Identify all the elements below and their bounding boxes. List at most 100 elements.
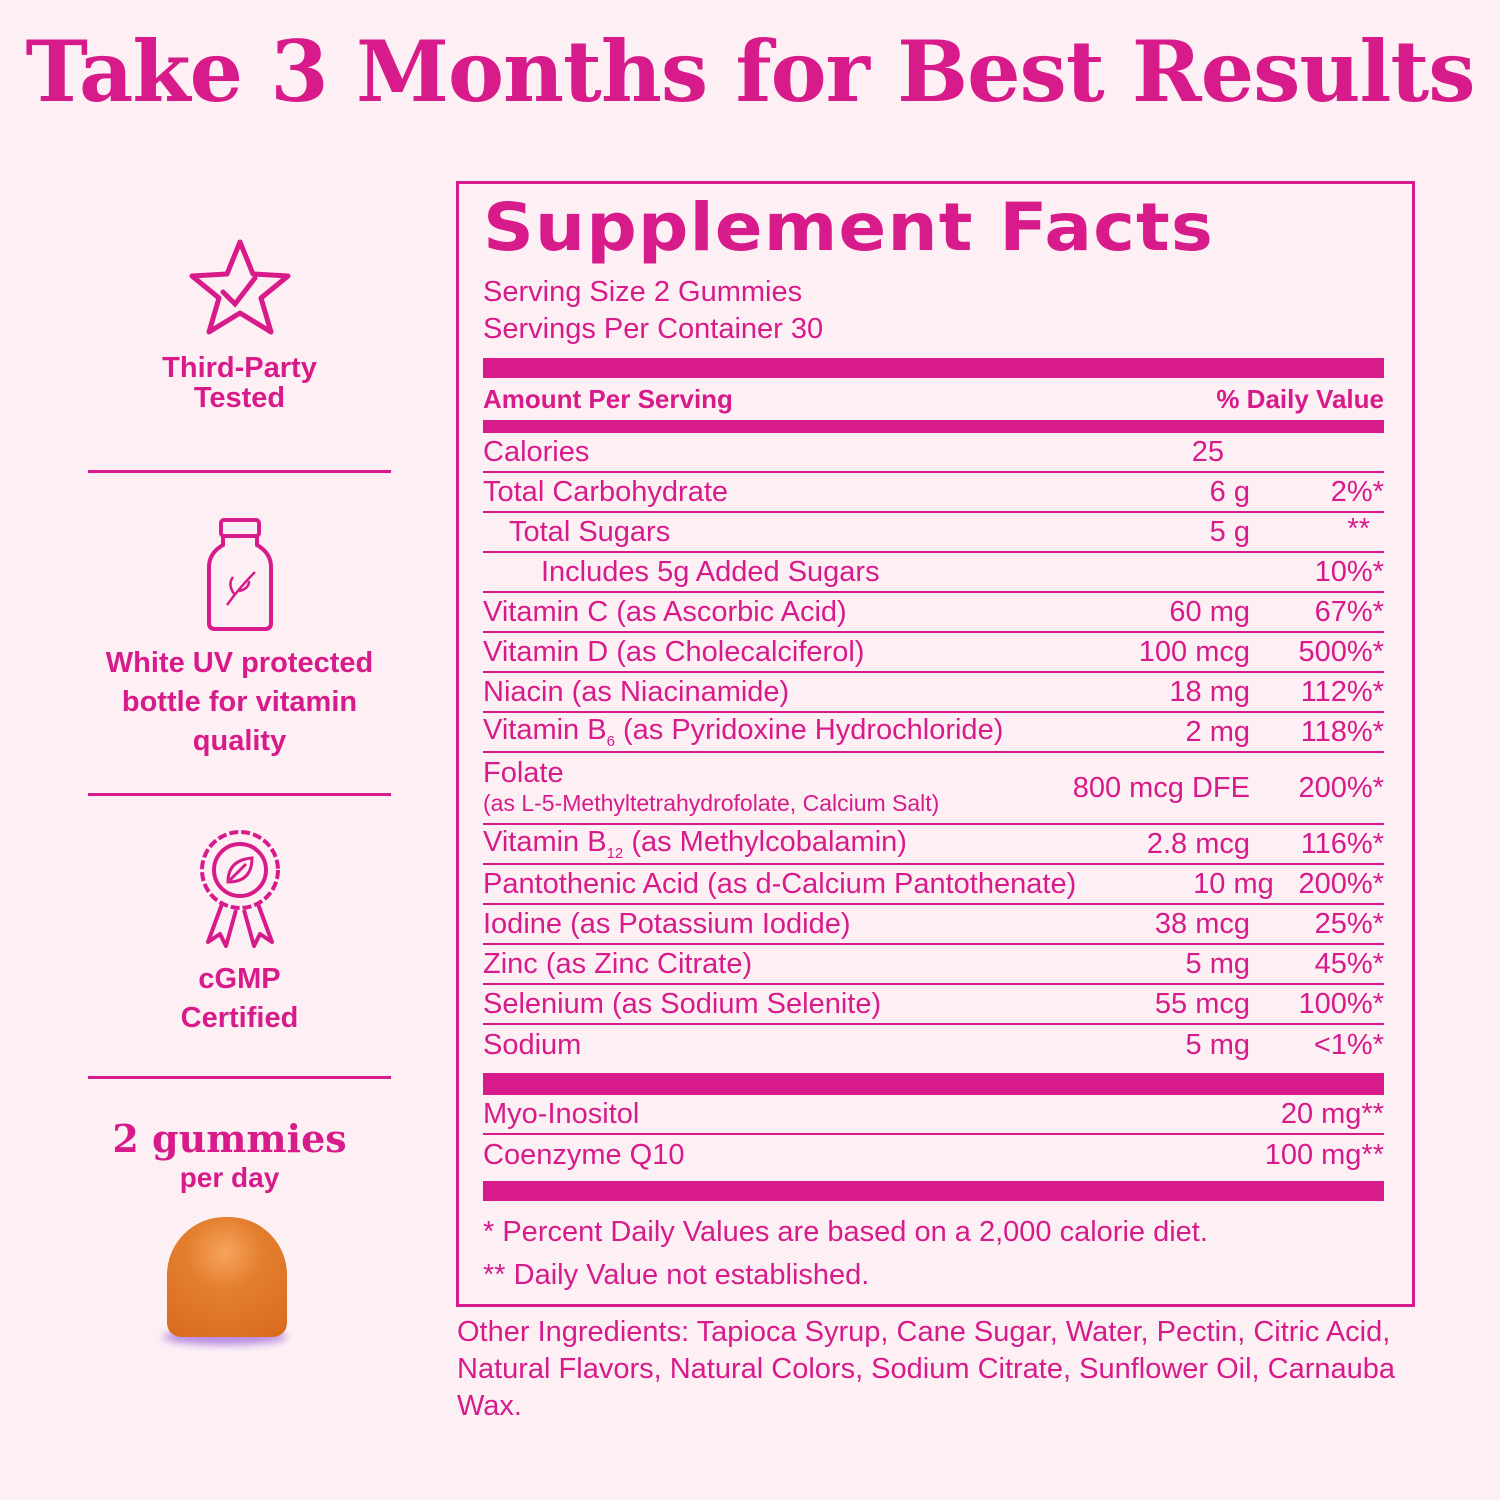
nutrient-name: Vitamin D (as Cholecalciferol) [483,635,865,668]
nutrient-amount: 100 mcg [1138,635,1250,668]
award-ribbon-icon [199,830,280,948]
nutrient-row: Includes 5g Added Sugars 10%* [483,553,1384,593]
nutrient-name: Vitamin B6 (as Pyridoxine Hydrochloride) [483,714,1004,750]
amount-per-serving-label: Amount Per Serving [483,383,733,414]
nutrient-daily-value: 10%* [1314,555,1384,588]
nutrient-row: Zinc (as Zinc Citrate) 5 mg 45%* [483,945,1384,985]
nutrient-daily-value: 45%* [1314,947,1384,980]
nutrient-amount: 2 mg [1185,715,1250,748]
nutrient-name: Iodine (as Potassium Iodide) [483,907,851,940]
feature-sidebar: Third-Party Tested White UV protected bo… [88,230,391,1347]
nutrient-name: Total Sugars [509,515,671,548]
nutrient-name: Sodium [483,1028,582,1061]
nutrient-daily-value: 25%* [1314,907,1384,940]
nutrient-daily-value: 2%* [1330,475,1384,508]
thick-divider [483,1181,1384,1201]
nutrient-row: Total Carbohydrate 6 g 2%* [483,473,1384,513]
feature-cgmp: cGMP Certified [88,796,391,1076]
feature-label: White UV protected bottle for vitamin qu… [105,647,374,757]
nutrient-row: Vitamin B12 (as Methylcobalamin) 2.8 mcg 1… [483,825,1384,865]
nutrient-name: Pantothenic Acid (as d-Calcium Pantothen… [483,867,1077,900]
nutrient-name: Calories [483,435,590,468]
nutrient-note: (as L-5-Methyltetrahydrofolate, Calcium … [483,790,940,816]
nutrient-name: Vitamin B12 (as Methylcobalamin) [483,826,907,862]
footnote-not-established: ** Daily Value not established. [483,1259,870,1291]
feature-bottle: White UV protected bottle for vitamin qu… [88,473,391,793]
nutrient-daily-value: 200%* [1298,771,1384,804]
nutrient-daily-value: 100%* [1298,987,1384,1020]
nutrient-name: Coenzyme Q10 [483,1138,685,1171]
nutrient-daily-value: 500%* [1298,635,1384,668]
divider [88,1076,391,1079]
nutrient-amount: 2.8 mcg [1146,827,1250,860]
divider [88,793,391,796]
other-ingredients: Other Ingredients: Tapioca Syrup, Cane S… [457,1316,1396,1422]
subscript: 12 [606,844,624,862]
nutrient-name-rest: (as Methylcobalamin) [623,826,907,859]
gummy-image [153,1217,293,1347]
nutrient-amount: 20 mg** [1280,1097,1384,1130]
nutrient-name: Vitamin C (as Ascorbic Acid) [483,595,847,628]
nutrient-daily-value: 112%* [1300,675,1384,708]
nutrient-name: Niacin (as Niacinamide) [483,675,790,708]
nutrient-row: Niacin (as Niacinamide) 18 mg 112%* [483,673,1384,713]
thick-divider [483,1073,1384,1095]
nutrient-name: Folate (as L-5-Methyltetrahydrofolate, Ca… [483,758,1010,818]
other-nutrient-row: Myo-Inositol 20 mg** [483,1095,1384,1135]
nutrient-row: Iodine (as Potassium Iodide) 38 mcg 25%* [483,905,1384,945]
servings-per-container: Servings Per Container 30 [483,313,824,345]
feature-label: cGMP Certified [180,963,299,1034]
supplement-facts-panel: Supplement Facts Serving Size 2 Gummies … [456,181,1415,1307]
nutrient-amount: 10 mg [1193,867,1274,900]
nutrient-row: Selenium (as Sodium Selenite) 55 mcg 100%* [483,985,1384,1025]
nutrient-name: Selenium (as Sodium Selenite) [483,987,882,1020]
facts-heading: Supplement Facts [483,189,1214,266]
nutrient-name: Myo-Inositol [483,1097,640,1130]
nutrient-amount: 100 mg** [1264,1138,1384,1171]
dose-frequency: per day [179,1162,280,1193]
nutrient-amount: 38 mcg [1154,907,1250,940]
nutrient-name: Total Carbohydrate [483,475,729,508]
nutrient-daily-value: <1%* [1313,1028,1384,1061]
dose-info: 2 gummies per day [88,1079,391,1347]
nutrient-name-main: Folate [483,757,564,789]
nutrient-row: Vitamin B6 (as Pyridoxine Hydrochloride)… [483,713,1384,753]
nutrient-daily-value: 116%* [1300,827,1384,860]
nutrient-row: Sodium 5 mg <1%* [483,1025,1384,1065]
nutrient-amount: 25 [1191,435,1224,468]
nutrient-daily-value: ** [1347,513,1370,545]
thick-divider [483,358,1384,378]
nutrient-amount: 5 mg [1185,947,1250,980]
nutrient-name-rest: (as Pyridoxine Hydrochloride) [614,714,1004,747]
divider [88,470,391,473]
daily-value-label: % Daily Value [1216,383,1384,414]
facts-header: Amount Per Serving % Daily Value [483,378,1384,420]
nutrient-daily-value: 118%* [1300,715,1384,748]
star-check-icon [189,239,290,335]
nutrient-amount: 18 mg [1169,675,1250,708]
footnote-dv: * Percent Daily Values are based on a 2,… [483,1216,1208,1248]
nutrient-amount: 5 mg [1185,1028,1250,1061]
nutrient-amount: 55 mcg [1154,987,1250,1020]
other-nutrient-row: Coenzyme Q10 100 mg** [483,1135,1384,1175]
nutrient-row: Vitamin D (as Cholecalciferol) 100 mcg 500… [483,633,1384,673]
nutrient-row: Total Sugars 5 g ** [483,513,1384,553]
bottle-icon [206,518,273,631]
feature-label: Third-Party Tested [162,352,317,414]
serving-size: Serving Size 2 Gummies [483,276,803,308]
dose-count: 2 gummies [112,1116,347,1161]
nutrient-row: Vitamin C (as Ascorbic Acid) 60 mg 67%* [483,593,1384,633]
page-title: Take 3 Months for Best Results [25,22,1475,121]
nutrient-row: Folate (as L-5-Methyltetrahydrofolate, Ca… [483,753,1384,825]
nutrient-amount: 6 g [1209,475,1250,508]
nutrient-daily-value: 67%* [1314,595,1384,628]
nutrient-amount: 60 mg [1169,595,1250,628]
nutrient-name: Zinc (as Zinc Citrate) [483,947,753,980]
nutrient-name: Includes 5g Added Sugars [541,555,880,588]
nutrient-amount: 5 g [1209,515,1250,548]
calories-row: Calories 25 [483,433,1384,473]
nutrient-amount: 800 mcg DFE [1072,771,1250,804]
medium-divider [483,420,1384,433]
nutrient-daily-value: 200%* [1298,867,1384,900]
nutrient-row: Pantothenic Acid (as d-Calcium Pantothen… [483,865,1384,905]
